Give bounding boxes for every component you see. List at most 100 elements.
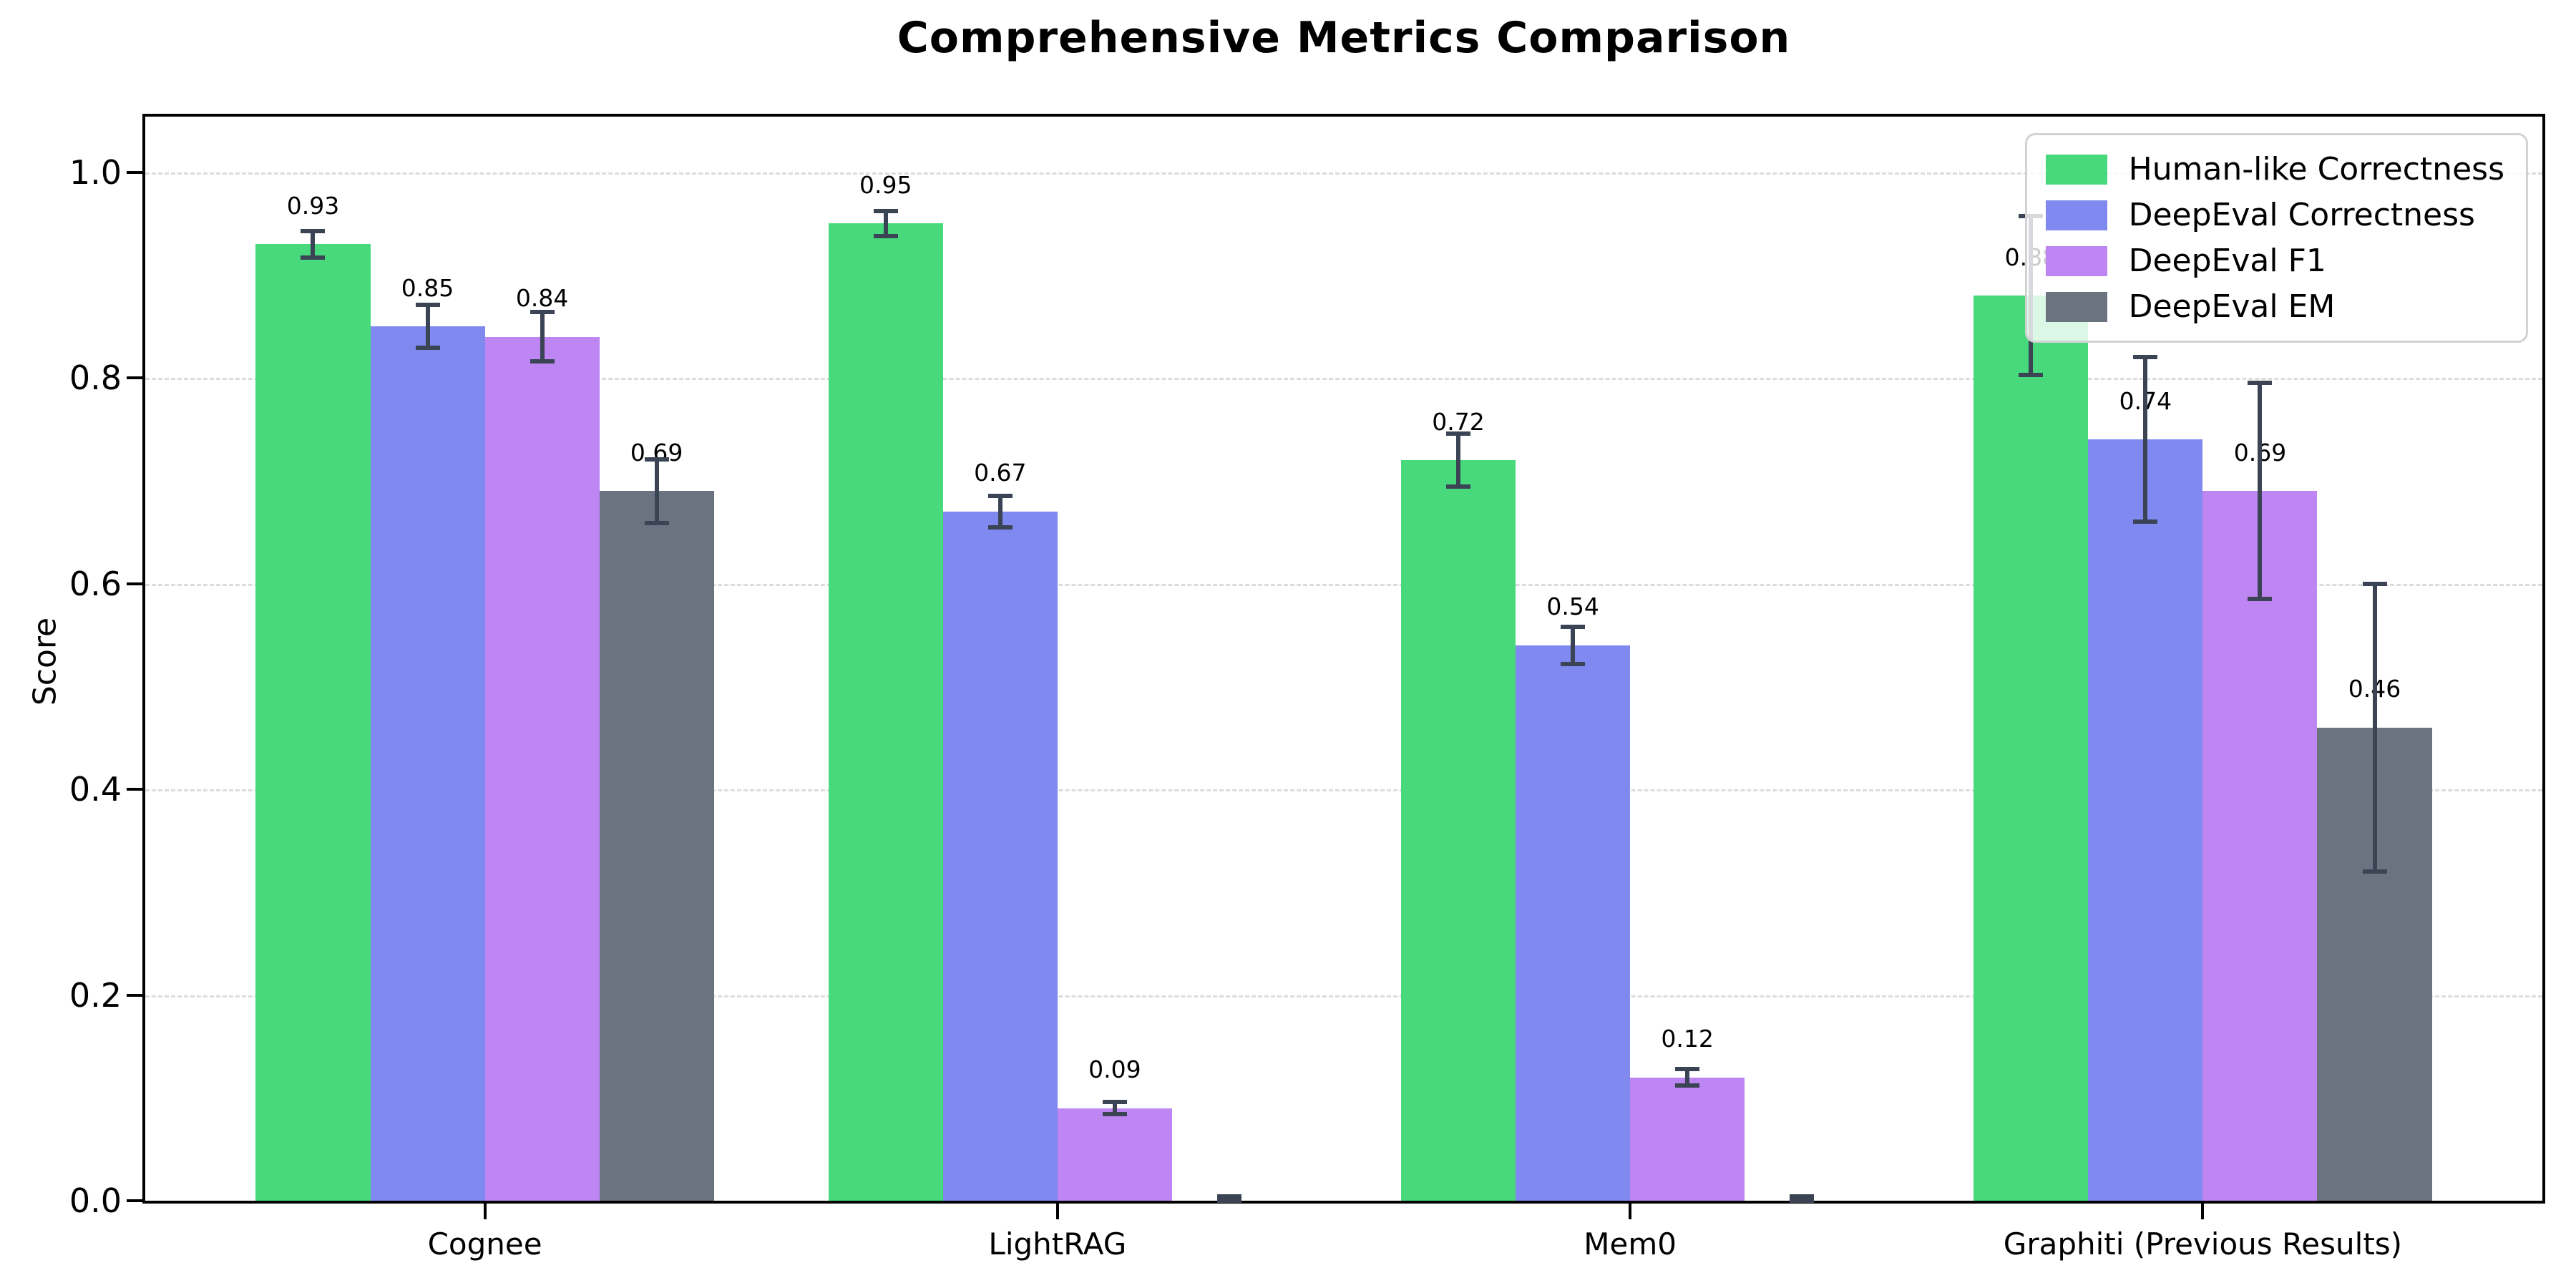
error-bar: [2143, 357, 2148, 522]
error-bar-cap: [987, 494, 1013, 499]
error-bar-cap: [415, 303, 440, 308]
error-bar-cap: [2019, 372, 2044, 377]
bar-value-label: 0.12: [1661, 1025, 1714, 1053]
y-tick-label: 0.4: [69, 770, 122, 809]
legend: Human-like Correctness DeepEval Correctne…: [2024, 133, 2528, 343]
bar-value-label: 0.93: [286, 191, 340, 220]
bar-mem0: [1630, 1077, 1745, 1201]
y-tick-mark: [127, 788, 142, 791]
y-tick-mark: [127, 993, 142, 997]
error-bar-cap: [987, 525, 1013, 530]
error-bar: [2372, 583, 2377, 872]
error-bar-cap: [2248, 381, 2273, 386]
x-tick-mark: [2201, 1204, 2205, 1219]
y-gridline: [145, 995, 2542, 997]
bar-value-label: 0.72: [1432, 407, 1485, 436]
error-bar-cap: [530, 359, 555, 364]
error-bar-cap: [2248, 597, 2273, 602]
bar-graphiti-previous-results-: [2088, 439, 2203, 1201]
bar-value-label: 0.95: [859, 170, 912, 199]
x-tick-mark: [1629, 1204, 1632, 1219]
error-bar-cap: [1446, 484, 1471, 489]
y-tick-mark: [127, 582, 142, 585]
y-tick-label: 0.8: [69, 358, 122, 398]
error-bar-cap: [415, 346, 440, 351]
error-bar: [997, 496, 1002, 527]
error-bar-cap: [1675, 1067, 1700, 1071]
bar-graphiti-previous-results-: [2202, 491, 2318, 1201]
bar-lightrag: [942, 511, 1058, 1201]
error-bar-cap: [1561, 624, 1586, 629]
legend-item: Human-like Correctness: [2045, 151, 2504, 187]
y-tick-mark: [127, 1199, 142, 1202]
x-tick-mark: [1055, 1204, 1059, 1219]
error-bar: [654, 459, 659, 523]
x-tick-label: Cognee: [427, 1226, 542, 1262]
error-bar-cap: [873, 209, 898, 214]
legend-item: DeepEval F1: [2045, 243, 2504, 279]
legend-swatch: [2045, 200, 2107, 230]
y-tick-label: 0.0: [69, 1181, 122, 1220]
bar-lightrag: [828, 223, 943, 1201]
error-bar: [1685, 1069, 1690, 1085]
error-bar-cap: [530, 310, 555, 315]
x-tick-mark: [483, 1204, 487, 1219]
chart-title: Comprehensive Metrics Comparison: [897, 13, 1791, 63]
y-tick-mark: [127, 170, 142, 174]
legend-label: DeepEval Correctness: [2128, 197, 2475, 233]
bar-value-label: 0.54: [1546, 592, 1599, 621]
y-gridline: [145, 583, 2542, 586]
error-bar-cap: [1216, 1194, 1241, 1199]
bar-cognee: [484, 336, 600, 1201]
x-tick-label: Graphiti (Previous Results): [2003, 1226, 2403, 1262]
bar-value-label: 0.67: [974, 459, 1027, 487]
error-bar-cap: [1102, 1100, 1127, 1104]
error-bar: [540, 312, 545, 362]
bar-cognee: [370, 326, 485, 1201]
error-bar-cap: [1102, 1112, 1127, 1117]
error-bar: [1456, 433, 1461, 487]
legend-label: DeepEval EM: [2128, 288, 2336, 325]
y-gridline: [145, 172, 2542, 175]
bar-value-label: 0.84: [515, 284, 569, 313]
legend-item: DeepEval EM: [2045, 288, 2504, 325]
plot-area: 0.93 0.85 0.84 0.69 0.95 0.67 0.09 0.72 0.54 0.12…: [142, 114, 2545, 1204]
legend-label: DeepEval F1: [2128, 243, 2326, 279]
bar-mem0: [1401, 460, 1516, 1201]
legend-swatch: [2045, 154, 2107, 185]
bar-graphiti-previous-results-: [1974, 296, 2089, 1201]
x-tick-label: Mem0: [1584, 1226, 1677, 1262]
error-bar-cap: [1446, 431, 1471, 436]
error-bar-cap: [644, 520, 669, 525]
x-tick-label: LightRAG: [988, 1226, 1127, 1262]
y-gridline: [145, 789, 2542, 792]
bar-cognee: [255, 244, 371, 1201]
legend-item: DeepEval Correctness: [2045, 197, 2504, 233]
error-bar-cap: [301, 228, 326, 233]
legend-label: Human-like Correctness: [2128, 151, 2504, 187]
error-bar-cap: [2362, 869, 2387, 874]
y-tick-label: 0.6: [69, 564, 122, 603]
error-bar-cap: [644, 457, 669, 462]
bar-cognee: [599, 491, 714, 1201]
error-bar-cap: [2362, 581, 2387, 586]
y-tick-label: 0.2: [69, 975, 122, 1015]
error-bar-cap: [2133, 519, 2158, 525]
error-bar-cap: [1675, 1083, 1700, 1088]
bar-value-label: 0.09: [1088, 1055, 1141, 1084]
error-bar-cap: [1790, 1199, 1815, 1203]
bar-mem0: [1516, 645, 1631, 1201]
bar-lightrag: [1057, 1108, 1172, 1201]
error-bar-cap: [1790, 1194, 1815, 1199]
error-bar-cap: [873, 233, 898, 238]
error-bar-cap: [301, 255, 326, 260]
error-bar: [425, 305, 430, 348]
error-bar: [2258, 383, 2263, 600]
y-gridline: [145, 378, 2542, 381]
bar-value-label: 0.85: [401, 273, 454, 302]
error-bar-cap: [1216, 1199, 1241, 1203]
error-bar: [883, 211, 888, 236]
legend-swatch: [2045, 245, 2107, 276]
error-bar: [311, 230, 316, 258]
